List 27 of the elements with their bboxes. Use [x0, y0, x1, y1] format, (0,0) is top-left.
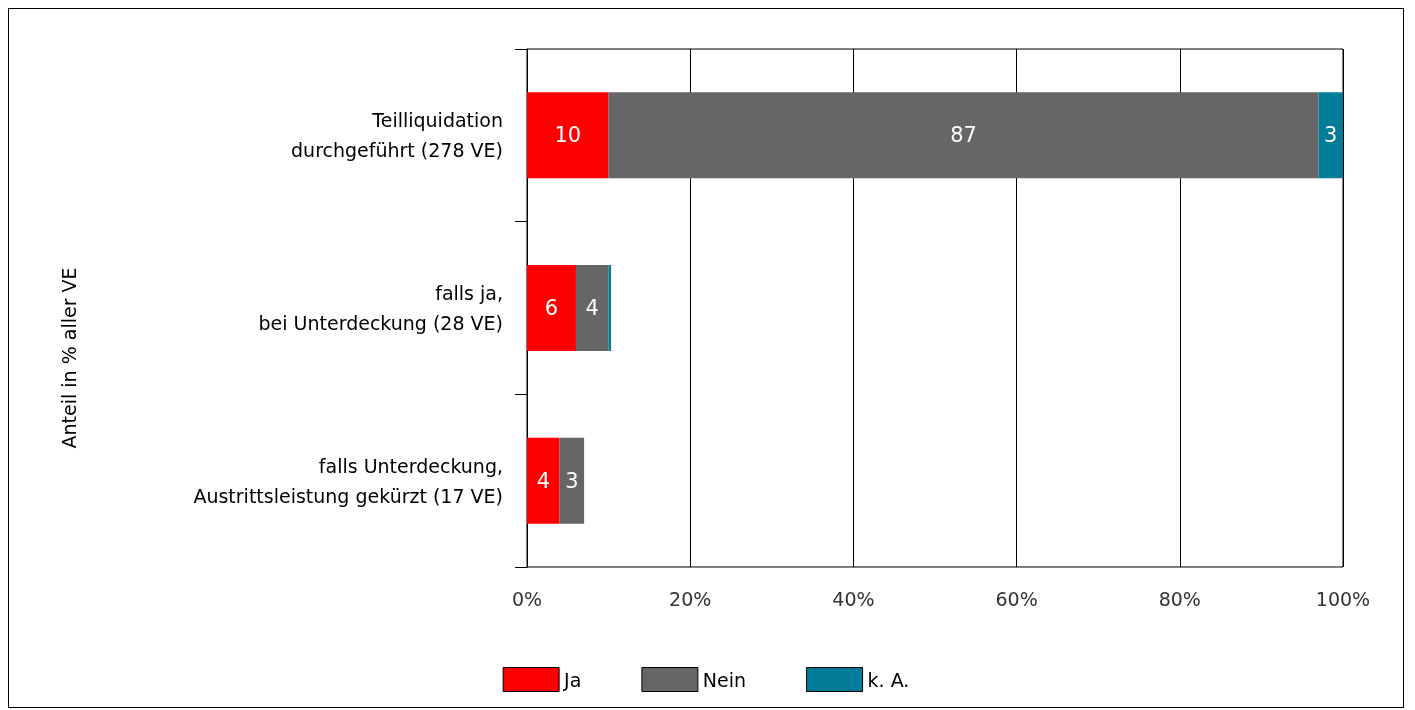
- legend-label: k. A.: [867, 668, 910, 691]
- x-tick-label: 80%: [1158, 587, 1201, 610]
- data-label: 87: [950, 123, 977, 148]
- data-label: 10: [554, 123, 582, 148]
- data-label: 4: [536, 468, 551, 493]
- y-tick-label: falls ja, bei Unterdeckung (28 VE): [258, 282, 503, 334]
- x-tick-label: 40%: [832, 587, 875, 610]
- bar: [575, 265, 609, 351]
- legend-label: Ja: [563, 668, 582, 691]
- bar: [527, 92, 609, 179]
- x-tick-label: 60%: [995, 587, 1038, 610]
- bar: [527, 437, 560, 524]
- y-tick-label: Teilliquidation durchgeführt (278 VE): [291, 109, 503, 162]
- x-tick-label: 20%: [669, 587, 712, 610]
- x-tick-label: 100%: [1315, 587, 1371, 610]
- bar: [527, 265, 576, 351]
- data-label: 3: [565, 468, 579, 493]
- text: Anteil in % aller VE: [57, 267, 80, 449]
- legend-label: Nein: [702, 668, 747, 691]
- bar: [559, 437, 585, 524]
- data-label: 6: [544, 296, 559, 320]
- bar: [1318, 92, 1343, 179]
- y-tick-label: falls Unterdeckung, Austrittsleistung gekürzt (17 VE): [193, 454, 503, 507]
- x-tick-label: 0%: [511, 587, 543, 610]
- bar: [608, 92, 1319, 179]
- data-label: 3: [1324, 123, 1338, 148]
- data-label: 4: [585, 296, 599, 320]
